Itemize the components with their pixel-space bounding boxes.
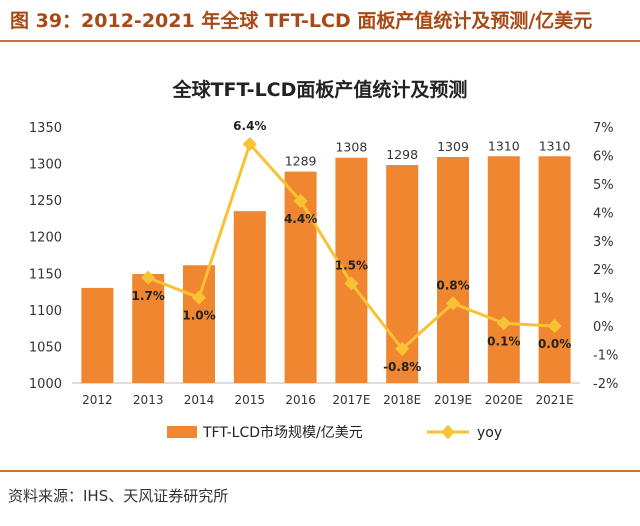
left-axis: 1000 1050 1100 1150 1200 1250 1300 1350: [29, 121, 62, 392]
right-tick-label: 0%: [593, 320, 614, 335]
yoy-point: [344, 276, 359, 291]
right-tick-label: 4%: [593, 206, 614, 221]
right-tick-label: 3%: [593, 235, 614, 250]
yoy-point: [191, 290, 207, 305]
left-tick-label: 1300: [29, 158, 62, 173]
yoy-value-label: 1.7%: [132, 289, 165, 303]
x-tick-label: 2020E: [485, 393, 523, 407]
yoy-value-label: 0.8%: [436, 278, 469, 292]
bar: [81, 287, 114, 383]
x-tick-label: 2018E: [383, 393, 421, 407]
right-tick-label: 1%: [593, 292, 614, 307]
left-tick-label: 1200: [29, 231, 62, 246]
bar-value-label: 1298: [386, 147, 418, 162]
yoy-value-label: 6.4%: [233, 119, 266, 133]
x-tick-label: 2012: [82, 393, 113, 407]
footer-divider: [0, 470, 640, 472]
bar: [233, 211, 266, 383]
right-tick-label: -2%: [593, 377, 618, 392]
x-tick-label: 2015: [235, 393, 266, 407]
yoy-value-label: 1.0%: [182, 309, 215, 323]
legend-line-marker: [440, 424, 456, 440]
caption-divider: [0, 40, 640, 42]
yoy-value-label: 4.4%: [284, 212, 317, 226]
bar-labels: 1289 1308 1298 1309 1310 1310: [285, 138, 571, 168]
chart: 全球TFT-LCD面板产值统计及预测 100010501100115012001…: [29, 78, 618, 441]
bar-value-label: 1309: [437, 139, 469, 154]
right-tick-label: 5%: [593, 178, 614, 193]
left-tick-label: 1100: [29, 304, 62, 319]
yoy-labels: 1.7% 1.0% 6.4% 4.4% 1.5% -0.8% 0.8% 0.1% 0.0%: [132, 119, 572, 374]
chart-title: 全球TFT-LCD面板产值统计及预测: [172, 78, 468, 101]
x-tick-label: 2017E: [332, 393, 370, 407]
bar: [538, 156, 571, 383]
yoy-value-label: 1.5%: [335, 258, 368, 272]
bar-value-label: 1289: [285, 154, 317, 169]
legend: TFT-LCD市场规模/亿美元 yoy: [167, 424, 502, 441]
bar-value-label: 1310: [488, 138, 520, 153]
source-note: 资料来源：IHS、天风证券研究所: [8, 487, 229, 505]
x-tick-label: 2014: [184, 393, 215, 407]
yoy-point: [395, 341, 410, 356]
bar-value-label: 1310: [539, 138, 571, 153]
right-axis: -2% -1% 0% 1% 2% 3% 4% 5% 6% 7%: [593, 121, 618, 392]
right-tick-label: 2%: [593, 263, 614, 278]
yoy-point: [496, 316, 511, 331]
right-tick-label: 6%: [593, 149, 614, 164]
x-tick-label: 2019E: [434, 393, 472, 407]
yoy-value-label: 0.0%: [538, 337, 571, 351]
x-tick-label: 2016: [285, 393, 316, 407]
x-tick-label: 2013: [133, 393, 164, 407]
left-tick-label: 1000: [29, 377, 62, 392]
left-tick-label: 1250: [29, 194, 62, 209]
legend-bar-label: TFT-LCD市场规模/亿美元: [202, 424, 363, 441]
left-tick-label: 1150: [29, 267, 62, 282]
yoy-point: [445, 296, 461, 311]
yoy-value-label: 0.1%: [487, 334, 520, 348]
x-axis: 2012 2013 2014 2015 2016 2017E 2018E 2019E 2020E…: [82, 393, 574, 407]
x-tick-label: 2021E: [536, 393, 574, 407]
bar-value-label: 1308: [335, 140, 367, 155]
bar-series: [81, 156, 571, 383]
bar: [132, 274, 165, 383]
right-tick-label: 7%: [593, 121, 614, 136]
figure-caption: 图 39：2012-2021 年全球 TFT-LCD 面板产值统计及预测/亿美元: [10, 10, 593, 32]
left-tick-label: 1350: [29, 121, 62, 136]
yoy-point: [547, 319, 562, 334]
right-tick-label: -1%: [593, 349, 618, 364]
bar: [183, 265, 215, 383]
yoy-point: [293, 193, 308, 209]
legend-bar-swatch: [167, 426, 197, 438]
bar: [487, 156, 520, 383]
yoy-value-label: -0.8%: [383, 360, 421, 374]
yoy-point: [141, 270, 156, 285]
bar: [335, 157, 368, 383]
left-tick-label: 1050: [29, 340, 62, 355]
bar: [437, 156, 469, 383]
legend-line-label: yoy: [477, 425, 502, 441]
yoy-points: [141, 136, 562, 356]
